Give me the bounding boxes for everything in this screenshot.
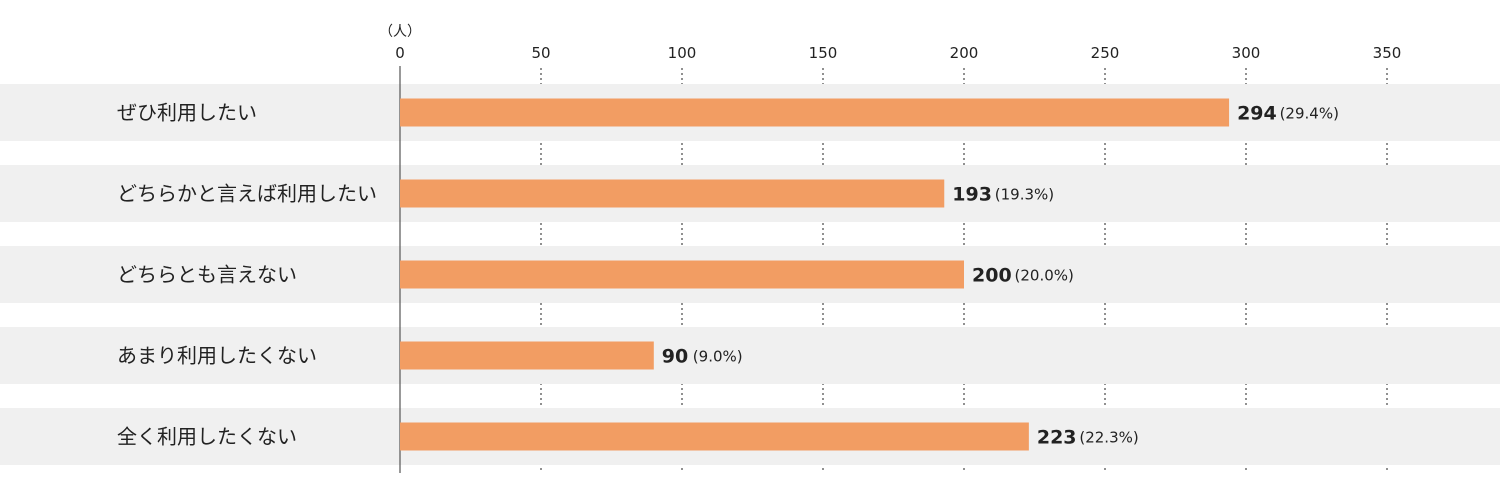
bar	[400, 98, 1230, 127]
x-tick-label: 350	[1373, 44, 1402, 62]
bars	[400, 98, 1230, 451]
category-label: どちらかと言えば利用したい	[117, 182, 377, 206]
bar	[400, 422, 1029, 451]
x-tick-label: 200	[950, 44, 979, 62]
category-label: ぜひ利用したい	[117, 101, 257, 125]
bar-value-label: 90	[662, 346, 688, 368]
bar-value-label: 200	[972, 265, 1012, 287]
x-tick-label: 300	[1232, 44, 1261, 62]
category-label: 全く利用したくない	[117, 425, 297, 449]
x-tick-label: 0	[395, 44, 405, 62]
bar	[400, 260, 964, 289]
category-label: どちらとも言えない	[117, 263, 297, 287]
axis-unit-label: （人）	[379, 24, 421, 40]
bar-percent-label: (22.3%)	[1079, 429, 1138, 447]
category-label: あまり利用したくない	[117, 344, 317, 368]
bar-value-label: 294	[1237, 103, 1277, 125]
bar-value-label: 223	[1037, 427, 1077, 449]
x-tick-label: 250	[1091, 44, 1120, 62]
value-labels: 294 (29.4%) 193 (19.3%) 200 (20.0%) 90 (9.0%) 22…	[662, 103, 1339, 449]
value-axis: （人） 0 50 100 150 200 250 300 350	[379, 24, 1401, 473]
bar	[400, 341, 654, 370]
bar-percent-label: (9.0%)	[693, 348, 743, 366]
x-tick-label: 150	[809, 44, 838, 62]
bar-percent-label: (29.4%)	[1280, 105, 1339, 123]
bar-value-label: 193	[952, 184, 992, 206]
bar-percent-label: (20.0%)	[1015, 267, 1074, 285]
x-tick-label: 50	[531, 44, 550, 62]
category-labels: ぜひ利用したいどちらかと言えば利用したいどちらとも言えないあまり利用したくない全…	[117, 101, 377, 449]
bar-percent-label: (19.3%)	[995, 186, 1054, 204]
x-tick-label: 100	[668, 44, 697, 62]
row-band-overlay	[0, 327, 1500, 384]
bar	[400, 179, 945, 208]
